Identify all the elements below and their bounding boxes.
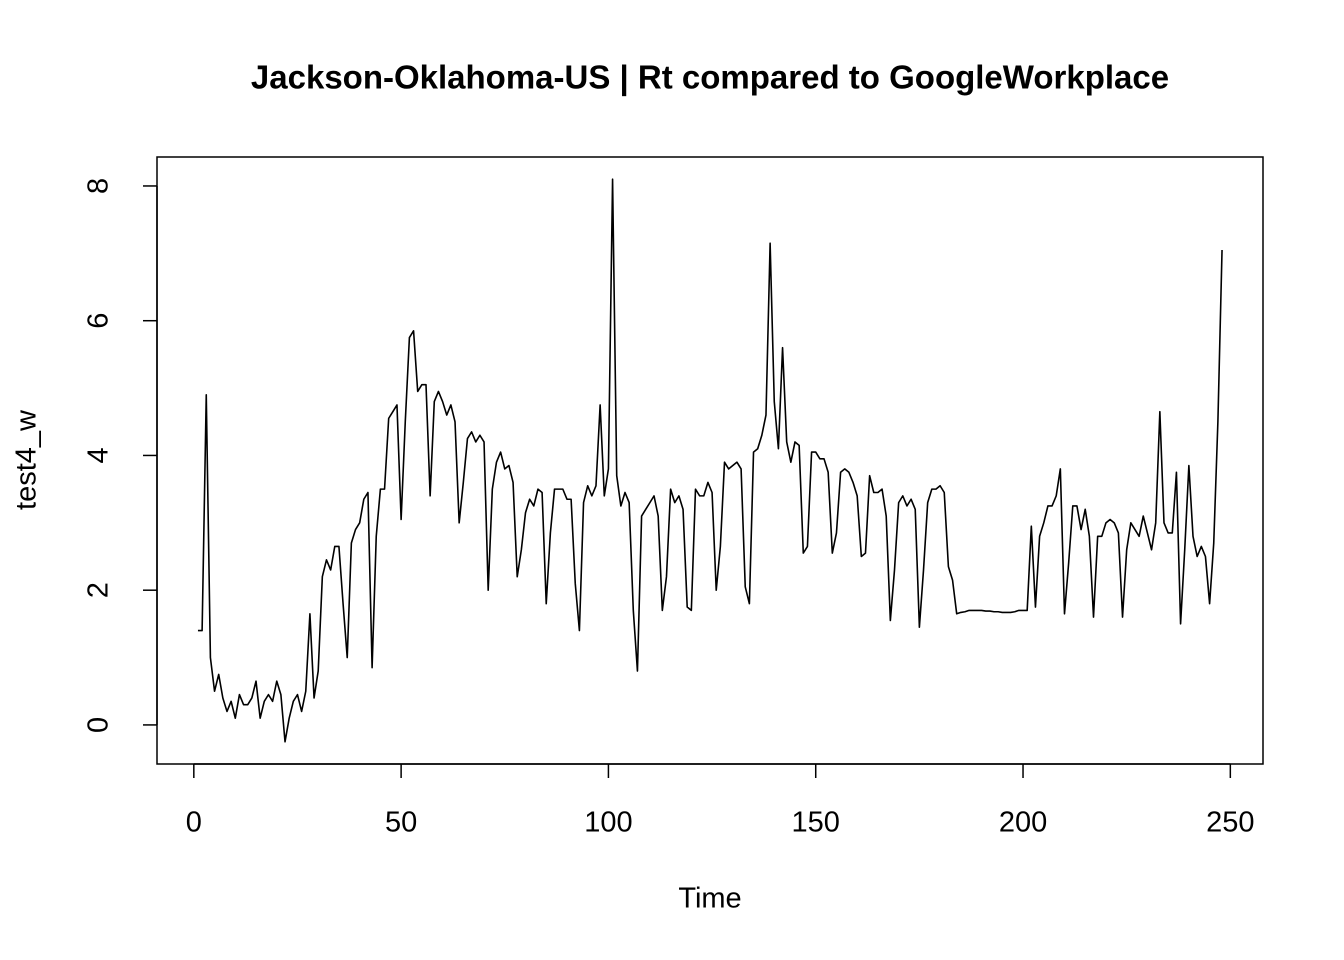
x-tick-label: 0 (186, 807, 202, 839)
x-tick-label: 100 (584, 807, 632, 839)
y-tick-label: 0 (83, 717, 115, 733)
y-axis-title: test4_w (11, 409, 43, 510)
data-line (197, 178, 1223, 743)
plot-frame (156, 156, 1264, 765)
x-axis-title: Time (678, 883, 741, 915)
chart-title: Jackson-Oklahoma-US | Rt compared to Goo… (251, 59, 1169, 96)
y-tick-label: 8 (83, 178, 115, 194)
x-tick-label: 50 (385, 807, 417, 839)
y-tick-label: 6 (83, 313, 115, 329)
x-tick-label: 150 (792, 807, 840, 839)
x-tick-label: 250 (1206, 807, 1254, 839)
x-tick-label: 200 (999, 807, 1047, 839)
y-tick-label: 2 (83, 582, 115, 598)
y-tick-label: 4 (83, 447, 115, 463)
